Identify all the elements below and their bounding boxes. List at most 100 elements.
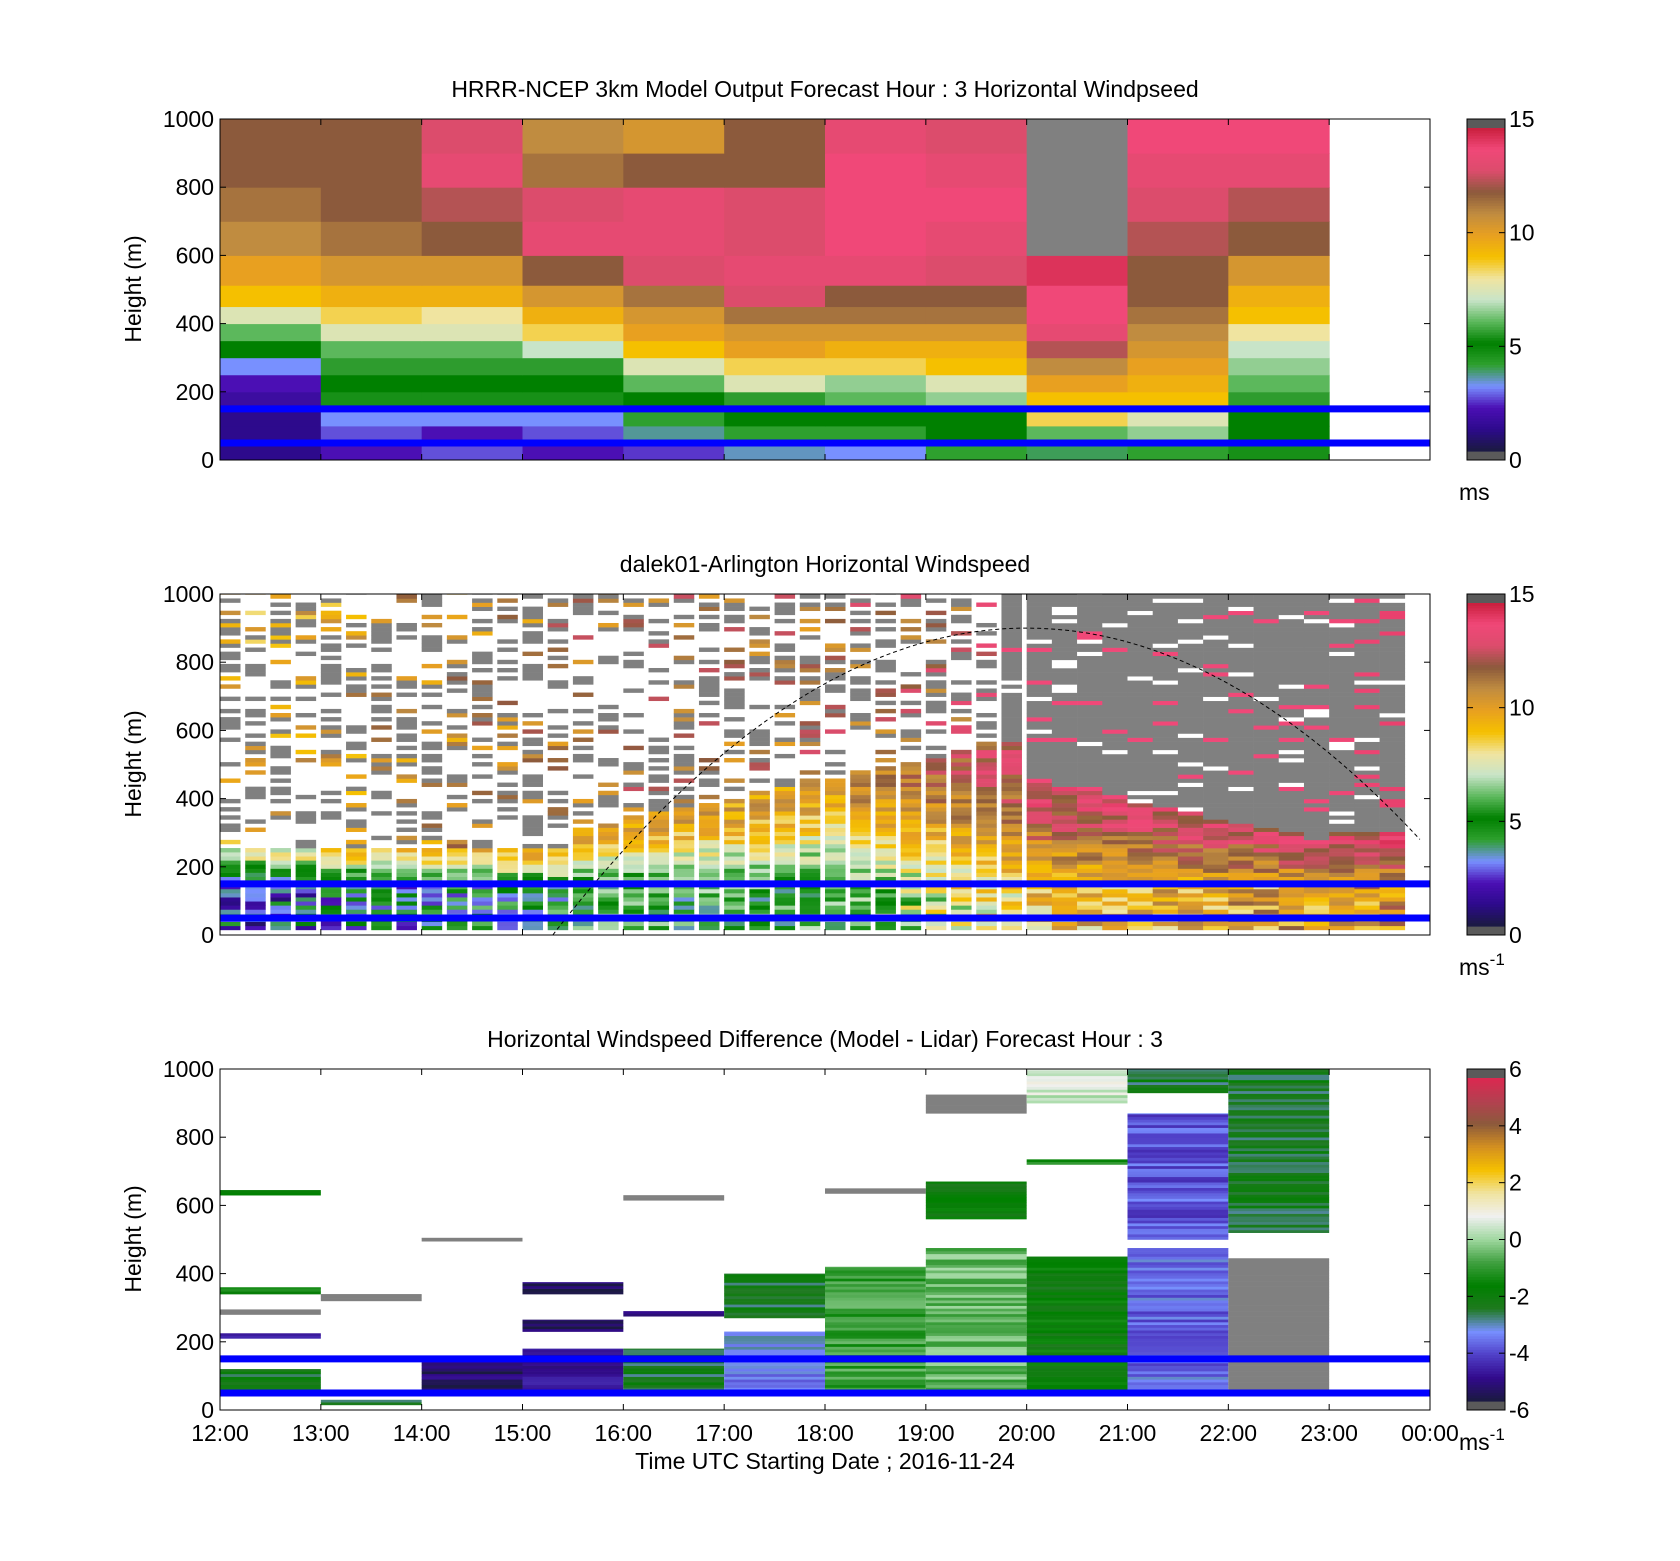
lidar-cell	[1329, 692, 1355, 697]
lidar-cell	[371, 663, 392, 669]
lidar-cell	[270, 893, 291, 898]
lidar-cell	[295, 635, 317, 640]
lidar-cell	[1077, 708, 1103, 714]
lidar-cell	[421, 872, 443, 877]
model-title: HRRR-NCEP 3km Model Output Forecast Hour…	[451, 76, 1198, 102]
diff-y-tick-label: 400	[176, 1261, 214, 1287]
lidar-cell	[1026, 843, 1053, 849]
diff-cell	[1026, 1319, 1128, 1323]
lidar-cell	[1228, 680, 1254, 685]
diff-cell	[825, 1267, 926, 1271]
lidar-cell	[1303, 622, 1330, 628]
lidar-cell	[698, 700, 720, 706]
model-cell	[1228, 408, 1330, 427]
lidar-cell	[698, 811, 720, 816]
lidar-cell	[875, 807, 896, 812]
model-cell	[1127, 221, 1229, 256]
lidar-cell	[875, 610, 896, 616]
model-cell	[220, 187, 322, 222]
model-cell	[724, 323, 826, 342]
lidar-cell	[1354, 786, 1380, 792]
lidar-cell	[673, 655, 695, 661]
lidar-cell	[875, 843, 896, 849]
lidar-cell	[472, 852, 493, 857]
diff-cell	[522, 1319, 624, 1321]
diff-cell	[825, 1266, 926, 1268]
lidar-cell	[698, 819, 720, 824]
lidar-cell	[774, 864, 796, 869]
lidar-cell	[1278, 893, 1305, 898]
diff-colorbar-band	[1467, 1392, 1505, 1397]
lidar-cell	[1026, 798, 1053, 804]
lidar-cell	[1228, 876, 1254, 882]
lidar-cell	[245, 860, 266, 865]
lidar-cell	[1253, 753, 1280, 759]
lidar-cell	[497, 741, 518, 747]
model-cell	[1026, 391, 1128, 410]
diff-cell	[1127, 1275, 1229, 1279]
lidar-cell	[875, 819, 896, 824]
lidar-cell	[1001, 909, 1022, 914]
lidar-cell	[1303, 774, 1330, 779]
lidar-cell	[1303, 610, 1330, 616]
diff-colorbar-band	[1467, 1333, 1505, 1337]
lidar-cell	[1051, 901, 1078, 906]
lidar-cell	[623, 905, 644, 910]
lidar-cell	[1278, 729, 1305, 734]
lidar-cell	[1127, 901, 1154, 906]
model-colorbar-band	[1467, 265, 1505, 269]
lidar-cell	[1253, 925, 1280, 931]
lidar-cell	[673, 839, 695, 845]
lidar-cell	[1228, 749, 1254, 755]
lidar-cell	[598, 876, 619, 882]
lidar-cell	[1077, 598, 1103, 603]
lidar-cell	[1203, 868, 1229, 873]
lidar-cell	[1026, 831, 1053, 837]
lidar-colorbar-band	[1467, 777, 1505, 782]
diff-colorbar-band	[1467, 1094, 1505, 1098]
lidar-cell	[472, 790, 493, 796]
lidar-cell	[799, 696, 821, 702]
lidar-cell	[220, 856, 241, 861]
lidar-cell	[1379, 909, 1406, 914]
lidar-cell	[1077, 803, 1103, 808]
lidar-cell	[371, 897, 392, 902]
diff-cell	[1228, 1305, 1330, 1309]
lidar-cell	[925, 663, 947, 669]
lidar-cell	[497, 770, 518, 775]
lidar-cell	[1102, 647, 1128, 652]
lidar-cell	[1379, 888, 1406, 894]
lidar-cell	[1203, 835, 1229, 841]
lidar-cell	[1329, 766, 1355, 771]
lidar-cell	[1228, 823, 1254, 828]
lidar-cell	[1102, 680, 1128, 685]
lidar-cell	[976, 770, 997, 775]
lidar-cell	[1203, 725, 1229, 730]
lidar-cell	[572, 893, 594, 898]
lidar-cell	[925, 835, 947, 841]
lidar-cell	[900, 811, 922, 816]
lidar-cell	[1077, 794, 1103, 800]
lidar-cell	[421, 598, 443, 603]
lidar-cell	[1026, 774, 1053, 779]
lidar-cell	[371, 631, 392, 636]
lidar-cell	[572, 831, 594, 837]
model-cell	[1026, 357, 1128, 376]
diff-colorbar-band	[1467, 1091, 1505, 1095]
lidar-cell	[623, 766, 644, 771]
diff-cell	[1228, 1074, 1330, 1078]
lidar-cell	[270, 622, 291, 628]
lidar-cell	[598, 872, 619, 877]
diff-colorbar-band	[1467, 1172, 1505, 1176]
lidar-cell	[623, 876, 644, 882]
lidar-cell	[547, 618, 569, 624]
lidar-cell	[1102, 815, 1128, 820]
lidar-cell	[1102, 921, 1128, 927]
diff-cell	[1228, 1090, 1330, 1094]
diff-panel: Horizontal Windspeed Difference (Model -…	[120, 1026, 1530, 1474]
diff-colorbar-band	[1467, 1185, 1505, 1189]
lidar-cell	[1077, 700, 1103, 706]
diff-cell	[623, 1365, 725, 1369]
lidar-cell	[951, 717, 972, 722]
